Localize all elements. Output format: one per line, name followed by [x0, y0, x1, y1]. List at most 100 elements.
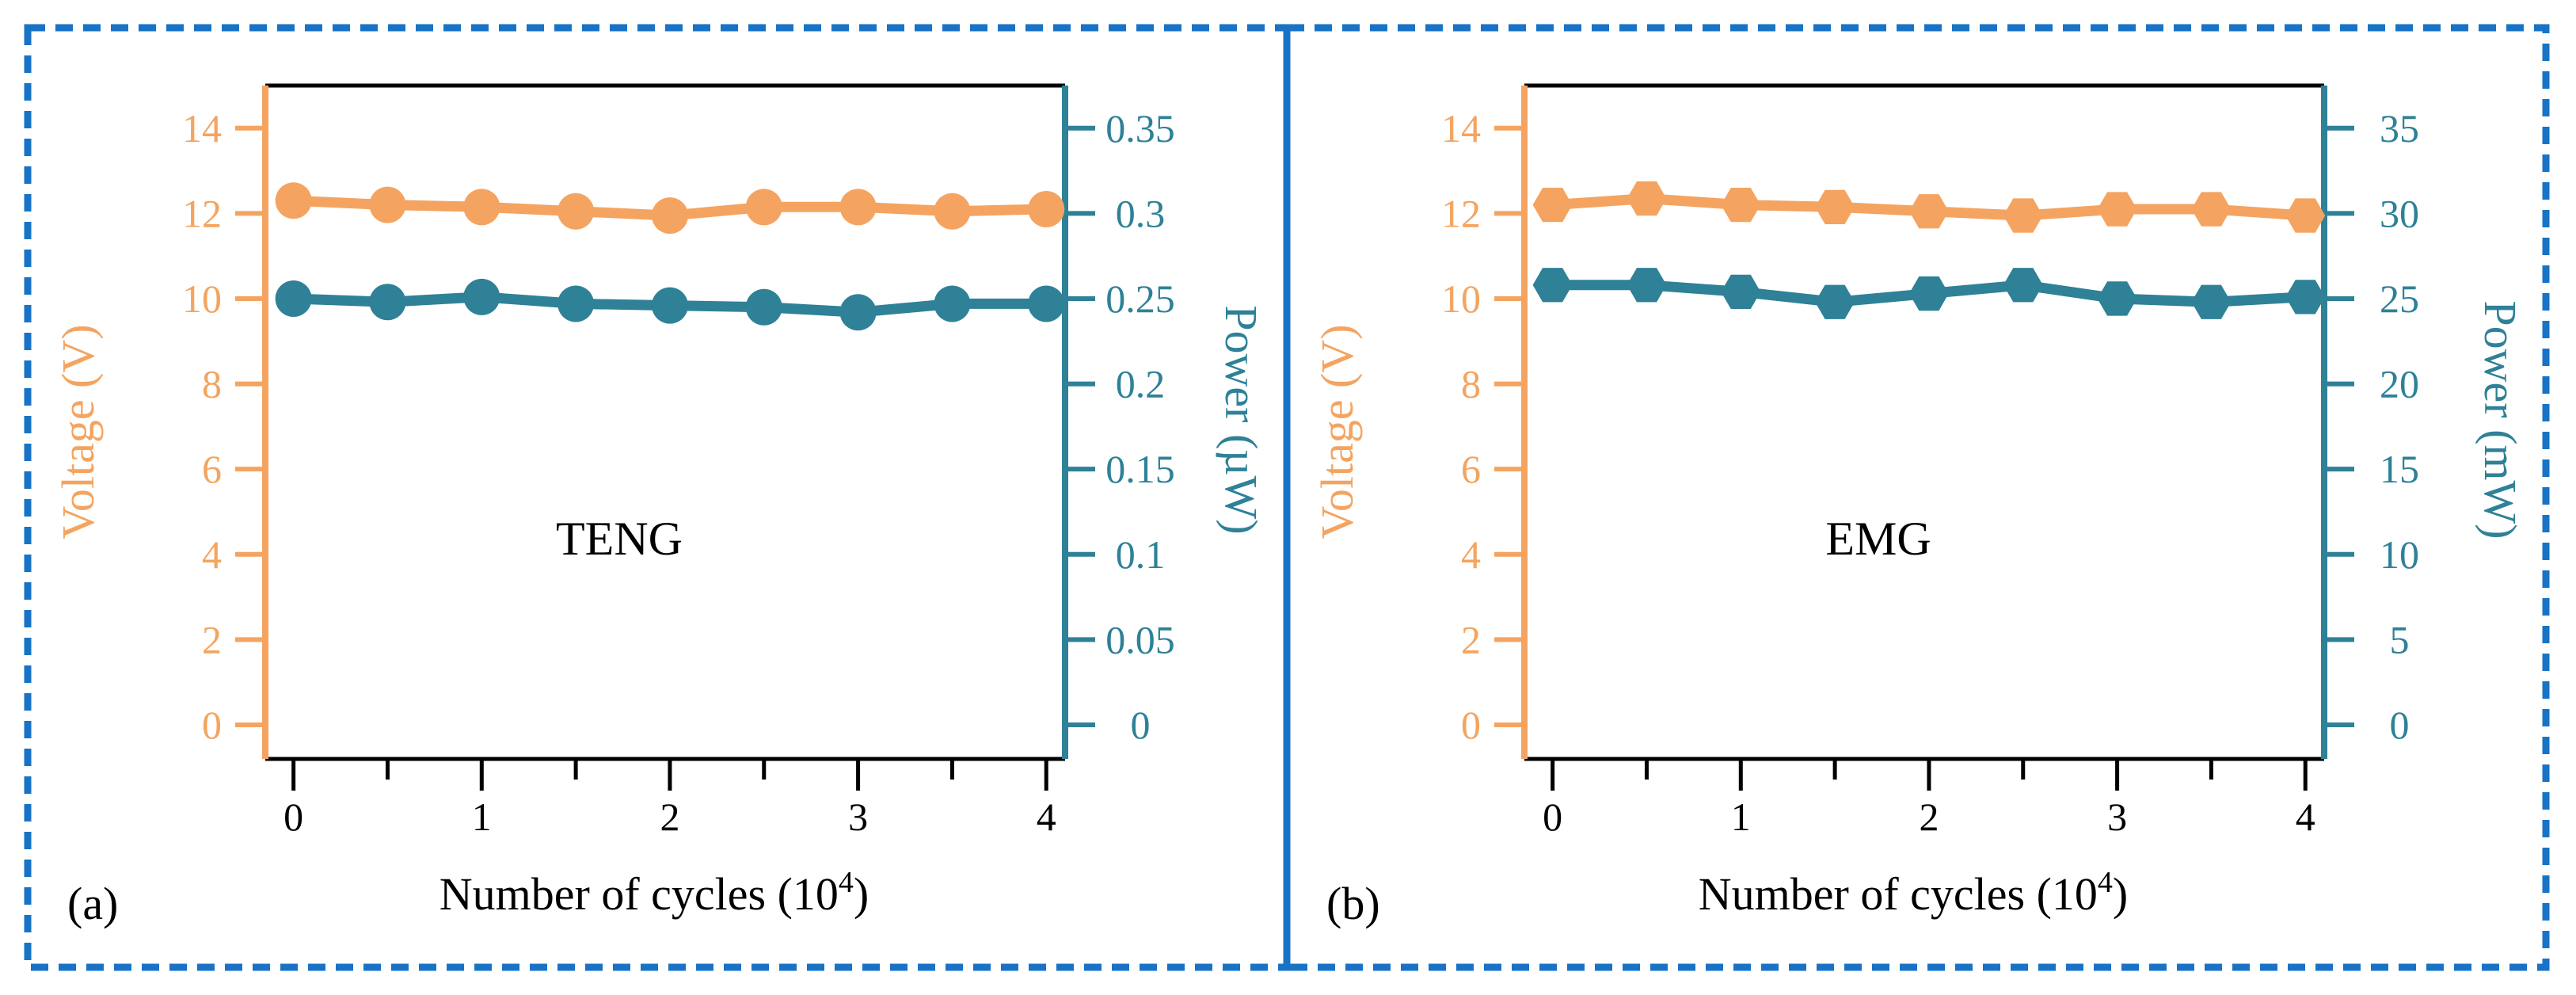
y-left-tick-label: 14: [1441, 106, 1481, 151]
y-left-tick-label: 2: [202, 617, 222, 661]
power-point: [2191, 284, 2232, 319]
power-point: [839, 294, 877, 331]
panel-a-xlabel-close: ): [854, 868, 869, 920]
y-left-tick-label: 8: [1461, 362, 1481, 406]
y-left-tick-label: 14: [182, 106, 222, 151]
panel-a-xlabel-sup: 4: [839, 866, 854, 899]
voltage-point: [839, 189, 877, 226]
y-right-tick-label: 0.05: [1105, 617, 1175, 661]
power-point: [1721, 274, 1761, 309]
voltage-point: [1627, 181, 1667, 216]
voltage-point: [557, 193, 595, 230]
power-point: [557, 285, 595, 322]
power-point: [463, 278, 500, 315]
panel-b-xlabel: Number of cycles (104): [1699, 866, 2128, 920]
x-tick-label: 4: [2296, 795, 2315, 839]
power-point: [934, 285, 971, 322]
power-point: [369, 284, 406, 321]
voltage-point: [2191, 192, 2232, 227]
power-point: [1532, 268, 1573, 303]
x-tick-label: 2: [1919, 795, 1939, 839]
y-left-tick-label: 4: [1461, 532, 1481, 577]
voltage-point: [275, 182, 312, 219]
y-right-tick-label: 15: [2380, 447, 2419, 491]
x-tick-label: 0: [1543, 795, 1562, 839]
y-right-tick-label: 0.15: [1105, 447, 1175, 491]
x-tick-label: 2: [660, 795, 679, 839]
y-right-tick-label: 10: [2380, 532, 2419, 577]
y-right-tick-label: 20: [2380, 362, 2419, 406]
y-right-tick-label: 25: [2380, 276, 2419, 321]
power-point: [2285, 280, 2326, 315]
panel-a-xlabel-main: Number of cycles (10: [439, 868, 839, 920]
power-point: [1028, 285, 1065, 322]
voltage-point: [2285, 198, 2326, 233]
y-right-tick-label: 5: [2390, 617, 2410, 661]
voltage-point: [369, 186, 406, 223]
y-right-tick-label: 0.2: [1116, 362, 1166, 406]
voltage-point: [2097, 192, 2137, 227]
voltage-point: [651, 197, 688, 234]
power-point: [745, 288, 782, 326]
y-left-tick-label: 8: [202, 362, 222, 406]
panel-a-annotation: TENG: [556, 513, 683, 565]
panel-b-ylabel-right: Power (mW): [2475, 300, 2526, 539]
y-right-tick-label: 35: [2380, 106, 2419, 151]
panel-b-xlabel-sup: 4: [2098, 866, 2113, 899]
x-tick-label: 4: [1037, 795, 1056, 839]
x-tick-label: 0: [283, 795, 303, 839]
power-point: [2003, 268, 2043, 303]
power-point: [2097, 281, 2137, 316]
y-right-tick-label: 0.3: [1116, 191, 1166, 235]
voltage-point: [1721, 188, 1761, 223]
y-right-tick-label: 0.35: [1105, 106, 1175, 151]
panel-b-ylabel-left: Voltage (V): [1311, 324, 1363, 539]
y-left-tick-label: 4: [202, 532, 222, 577]
x-tick-label: 1: [1731, 795, 1751, 839]
y-left-tick-label: 6: [202, 447, 222, 491]
y-left-tick-label: 10: [182, 276, 222, 321]
y-left-tick-label: 0: [202, 703, 222, 747]
panel-b-label: (b): [1326, 878, 1380, 929]
y-left-tick-label: 2: [1461, 617, 1481, 661]
panel-a-xlabel: Number of cycles (104): [439, 866, 869, 920]
y-right-tick-label: 0.1: [1116, 532, 1166, 577]
power-point: [1627, 268, 1667, 303]
x-tick-label: 1: [472, 795, 492, 839]
panel-b-annotation: EMG: [1825, 513, 1931, 565]
power-point: [1815, 284, 1855, 319]
panel-b-border: [1283, 24, 2550, 971]
voltage-point: [2003, 198, 2043, 233]
panel-a-label: (a): [67, 878, 118, 929]
y-right-tick-label: 0.25: [1105, 276, 1175, 321]
power-point: [1908, 276, 1949, 311]
y-right-tick-label: 0: [1131, 703, 1151, 747]
panel-b-xlabel-close: ): [2113, 868, 2128, 920]
y-left-tick-label: 0: [1461, 703, 1481, 747]
power-point: [651, 287, 688, 324]
y-left-tick-label: 12: [1441, 191, 1481, 235]
voltage-point: [1532, 188, 1573, 223]
y-left-tick-label: 12: [182, 191, 222, 235]
voltage-point: [934, 193, 971, 230]
y-right-tick-label: 30: [2380, 191, 2419, 235]
voltage-point: [1028, 191, 1065, 228]
y-left-tick-label: 10: [1441, 276, 1481, 321]
x-tick-label: 3: [848, 795, 868, 839]
voltage-point: [745, 189, 782, 226]
voltage-point: [1908, 194, 1949, 229]
power-point: [275, 280, 312, 317]
voltage-point: [463, 189, 500, 226]
panel-b-xlabel-main: Number of cycles (10: [1699, 868, 2098, 920]
panel-a-ylabel-left: Voltage (V): [52, 324, 104, 539]
voltage-point: [1815, 189, 1855, 224]
panel-a-border: [24, 24, 1291, 971]
y-left-tick-label: 6: [1461, 447, 1481, 491]
y-right-tick-label: 0: [2390, 703, 2410, 747]
x-tick-label: 3: [2107, 795, 2127, 839]
